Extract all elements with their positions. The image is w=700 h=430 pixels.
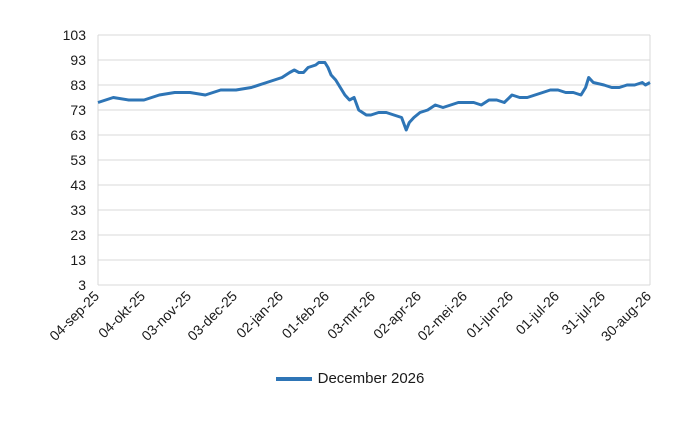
y-tick-label: 23 [70, 227, 86, 243]
x-tick-label: 01-feb-26 [278, 288, 332, 342]
x-tick-label: 03-mrt-26 [324, 288, 378, 342]
y-tick-label: 3 [78, 277, 86, 293]
y-tick-label: 13 [70, 252, 86, 268]
series-line [97, 61, 651, 132]
x-tick-label: 01-jul-26 [512, 288, 562, 338]
y-tick-label: 53 [70, 152, 86, 168]
y-axis-ticks: 3 13 23 33 43 53 63 73 83 93 103 [63, 27, 87, 293]
x-tick-label: 02-mei-26 [414, 288, 470, 344]
x-tick-label: 01-jun-26 [463, 288, 516, 341]
y-tick-label: 73 [70, 102, 86, 118]
y-tick-label: 93 [70, 52, 86, 68]
x-tick-label: 02-jan-26 [233, 288, 286, 341]
x-tick-label: 03-dec-25 [184, 288, 240, 344]
y-tick-label: 63 [70, 127, 86, 143]
x-axis-ticks: 04-sep-2504-okt-2503-nov-2503-dec-2502-j… [46, 288, 654, 345]
x-tick-label: 30-aug-26 [598, 288, 655, 345]
gridlines [97, 34, 651, 286]
line-chart: 3 13 23 33 43 53 63 73 83 93 103 04-sep-2504-okt-2… [46, 27, 654, 345]
y-tick-label: 33 [70, 202, 86, 218]
y-tick-label: 43 [70, 177, 86, 193]
y-tick-label: 103 [63, 27, 87, 43]
y-tick-label: 83 [70, 77, 86, 93]
legend-label: December 2026 [317, 370, 425, 387]
legend-swatch [275, 376, 312, 381]
x-tick-label: 04-sep-25 [46, 288, 102, 344]
series-lines [97, 61, 651, 132]
legend: December 2026 [0, 370, 700, 387]
